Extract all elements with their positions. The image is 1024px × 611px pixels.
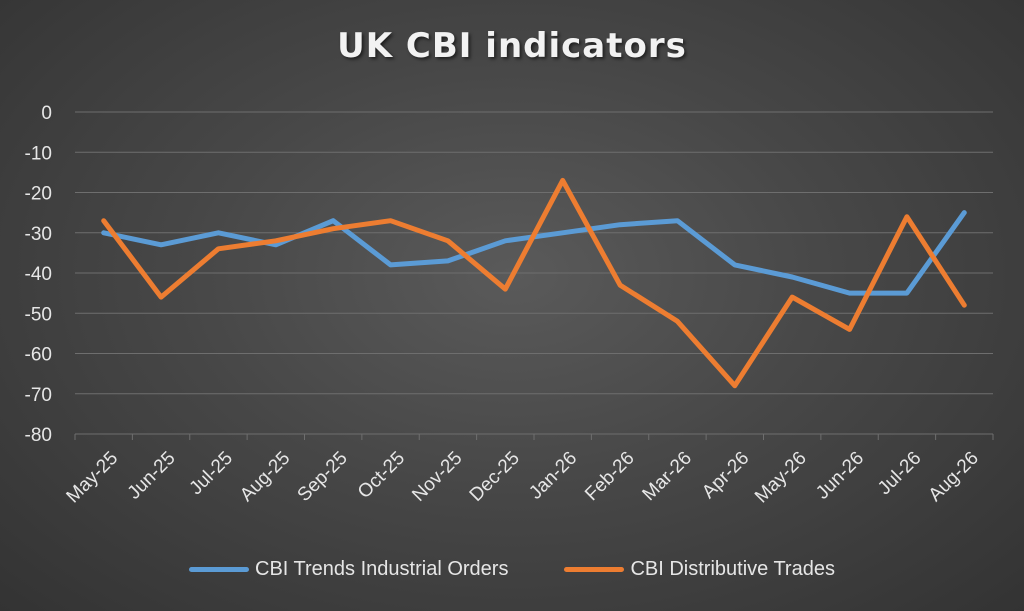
legend-label-distributive-trades: CBI Distributive Trades xyxy=(630,558,835,580)
x-tick-label: Apr-26 xyxy=(698,448,753,503)
legend-label-industrial-orders: CBI Trends Industrial Orders xyxy=(255,558,509,580)
x-tick-label: Jul-25 xyxy=(186,448,237,499)
x-tick-label: Feb-26 xyxy=(581,448,638,505)
legend-item-industrial-orders: CBI Trends Industrial Orders xyxy=(189,558,508,581)
y-axis-tick-labels: 0 -10 -20 -30 -40 -50 -60 -70 -80 xyxy=(25,103,52,446)
y-tick-label: -60 xyxy=(25,345,52,366)
y-tick-label: -70 xyxy=(25,385,52,406)
legend: CBI Trends Industrial Orders CBI Distrib… xyxy=(0,558,1024,581)
x-tick-label: Dec-25 xyxy=(466,448,524,506)
y-tick-label: -20 xyxy=(25,184,52,205)
legend-swatch-distributive-trades xyxy=(564,567,625,572)
x-tick-label: Jun-26 xyxy=(812,448,868,504)
y-tick-label: -10 xyxy=(25,143,52,164)
y-tick-label: -40 xyxy=(25,264,52,285)
y-tick-label: -30 xyxy=(25,224,52,245)
gridlines xyxy=(74,111,994,440)
y-tick-label: 0 xyxy=(41,103,52,124)
x-tick-label: Aug-26 xyxy=(925,448,983,506)
legend-swatch-industrial-orders xyxy=(189,567,250,572)
x-tick-label: Nov-25 xyxy=(408,448,466,506)
x-tick-label: Oct-25 xyxy=(354,448,409,503)
x-axis-tick-labels: May-25 Jun-25 Jul-25 Aug-25 Sep-25 Oct-25 Nov-… xyxy=(63,448,983,508)
legend-item-distributive-trades: CBI Distributive Trades xyxy=(564,558,835,581)
chart-title: UK CBI indicators xyxy=(337,26,687,66)
y-tick-label: -50 xyxy=(25,304,52,325)
series-line-0 xyxy=(101,210,967,296)
x-tick-label: May-26 xyxy=(751,448,811,508)
y-tick-label: -80 xyxy=(25,425,52,446)
x-tick-label: Mar-26 xyxy=(639,448,696,505)
x-tick-label: Aug-25 xyxy=(236,448,294,506)
x-tick-label: Jun-25 xyxy=(124,448,180,504)
x-tick-label: Jan-26 xyxy=(525,448,581,504)
x-tick-label: May-25 xyxy=(63,448,123,508)
series-lines xyxy=(101,177,967,389)
series-line-1 xyxy=(101,177,967,389)
x-tick-label: Jul-26 xyxy=(874,448,925,499)
x-tick-label: Sep-25 xyxy=(294,448,352,506)
